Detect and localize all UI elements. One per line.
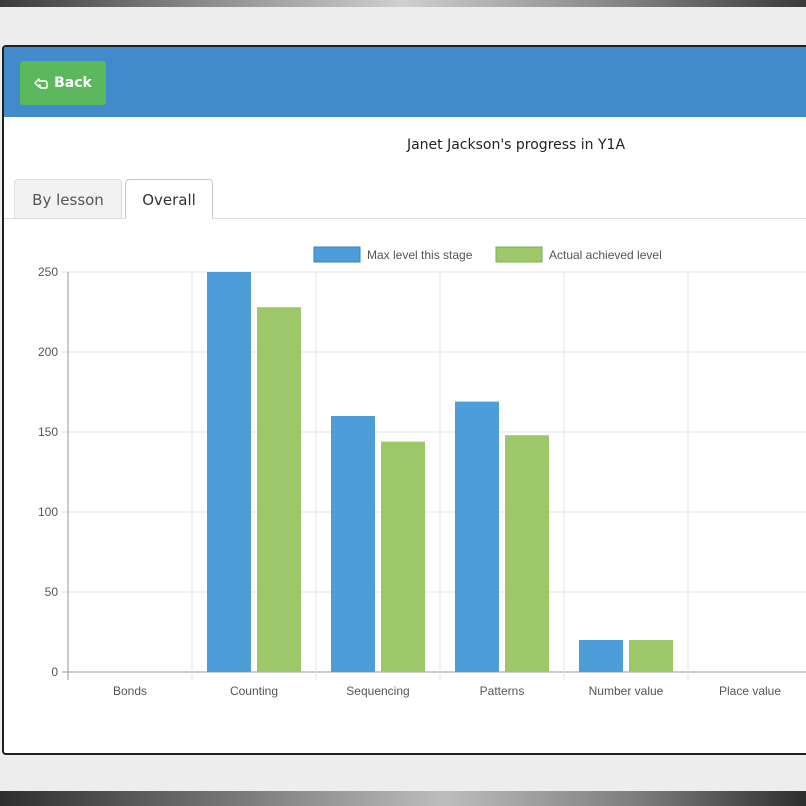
bar-chart: 0 50 100 150 200 250 Bonds Counting Sequencing Pa… [38, 246, 806, 698]
header-bar: Back [4, 47, 806, 117]
y-tick-label: 0 [51, 665, 58, 679]
app-window: Back Janet Jackson's progress in Y1A By … [2, 45, 806, 755]
x-tick-label: Number value [589, 684, 664, 698]
x-tick-label: Counting [230, 684, 278, 698]
legend-label: Max level this stage [367, 248, 473, 262]
bar [207, 272, 251, 672]
active-tab-gap [126, 218, 212, 219]
y-tick-label: 200 [38, 345, 58, 359]
bar [455, 401, 499, 672]
bar [629, 640, 673, 672]
y-tick-label: 100 [38, 505, 58, 519]
legend-swatch [495, 246, 543, 263]
tab-divider [4, 218, 806, 219]
back-button[interactable]: Back [20, 61, 106, 105]
bar [505, 435, 549, 672]
monitor-bezel-bottom [0, 791, 806, 806]
x-tick-label: Bonds [113, 684, 147, 698]
y-tick-label: 50 [45, 585, 59, 599]
x-tick-label: Sequencing [346, 684, 409, 698]
bar [257, 307, 301, 672]
legend-swatch [313, 246, 361, 263]
y-tick-label: 250 [38, 265, 58, 279]
back-button-label: Back [54, 75, 92, 91]
tab-overall[interactable]: Overall [125, 179, 213, 219]
x-tick-label: Place value [719, 684, 781, 698]
bar [331, 416, 375, 672]
tab-by-lesson[interactable]: By lesson [14, 179, 122, 219]
bar [381, 441, 425, 672]
legend-label: Actual achieved level [549, 248, 662, 262]
x-tick-label: Patterns [480, 684, 525, 698]
bar [579, 640, 623, 672]
hand-pointing-left-icon [34, 76, 50, 90]
y-tick-label: 150 [38, 425, 58, 439]
page-title: Janet Jackson's progress in Y1A [406, 137, 626, 153]
monitor-bezel-top [0, 0, 806, 7]
